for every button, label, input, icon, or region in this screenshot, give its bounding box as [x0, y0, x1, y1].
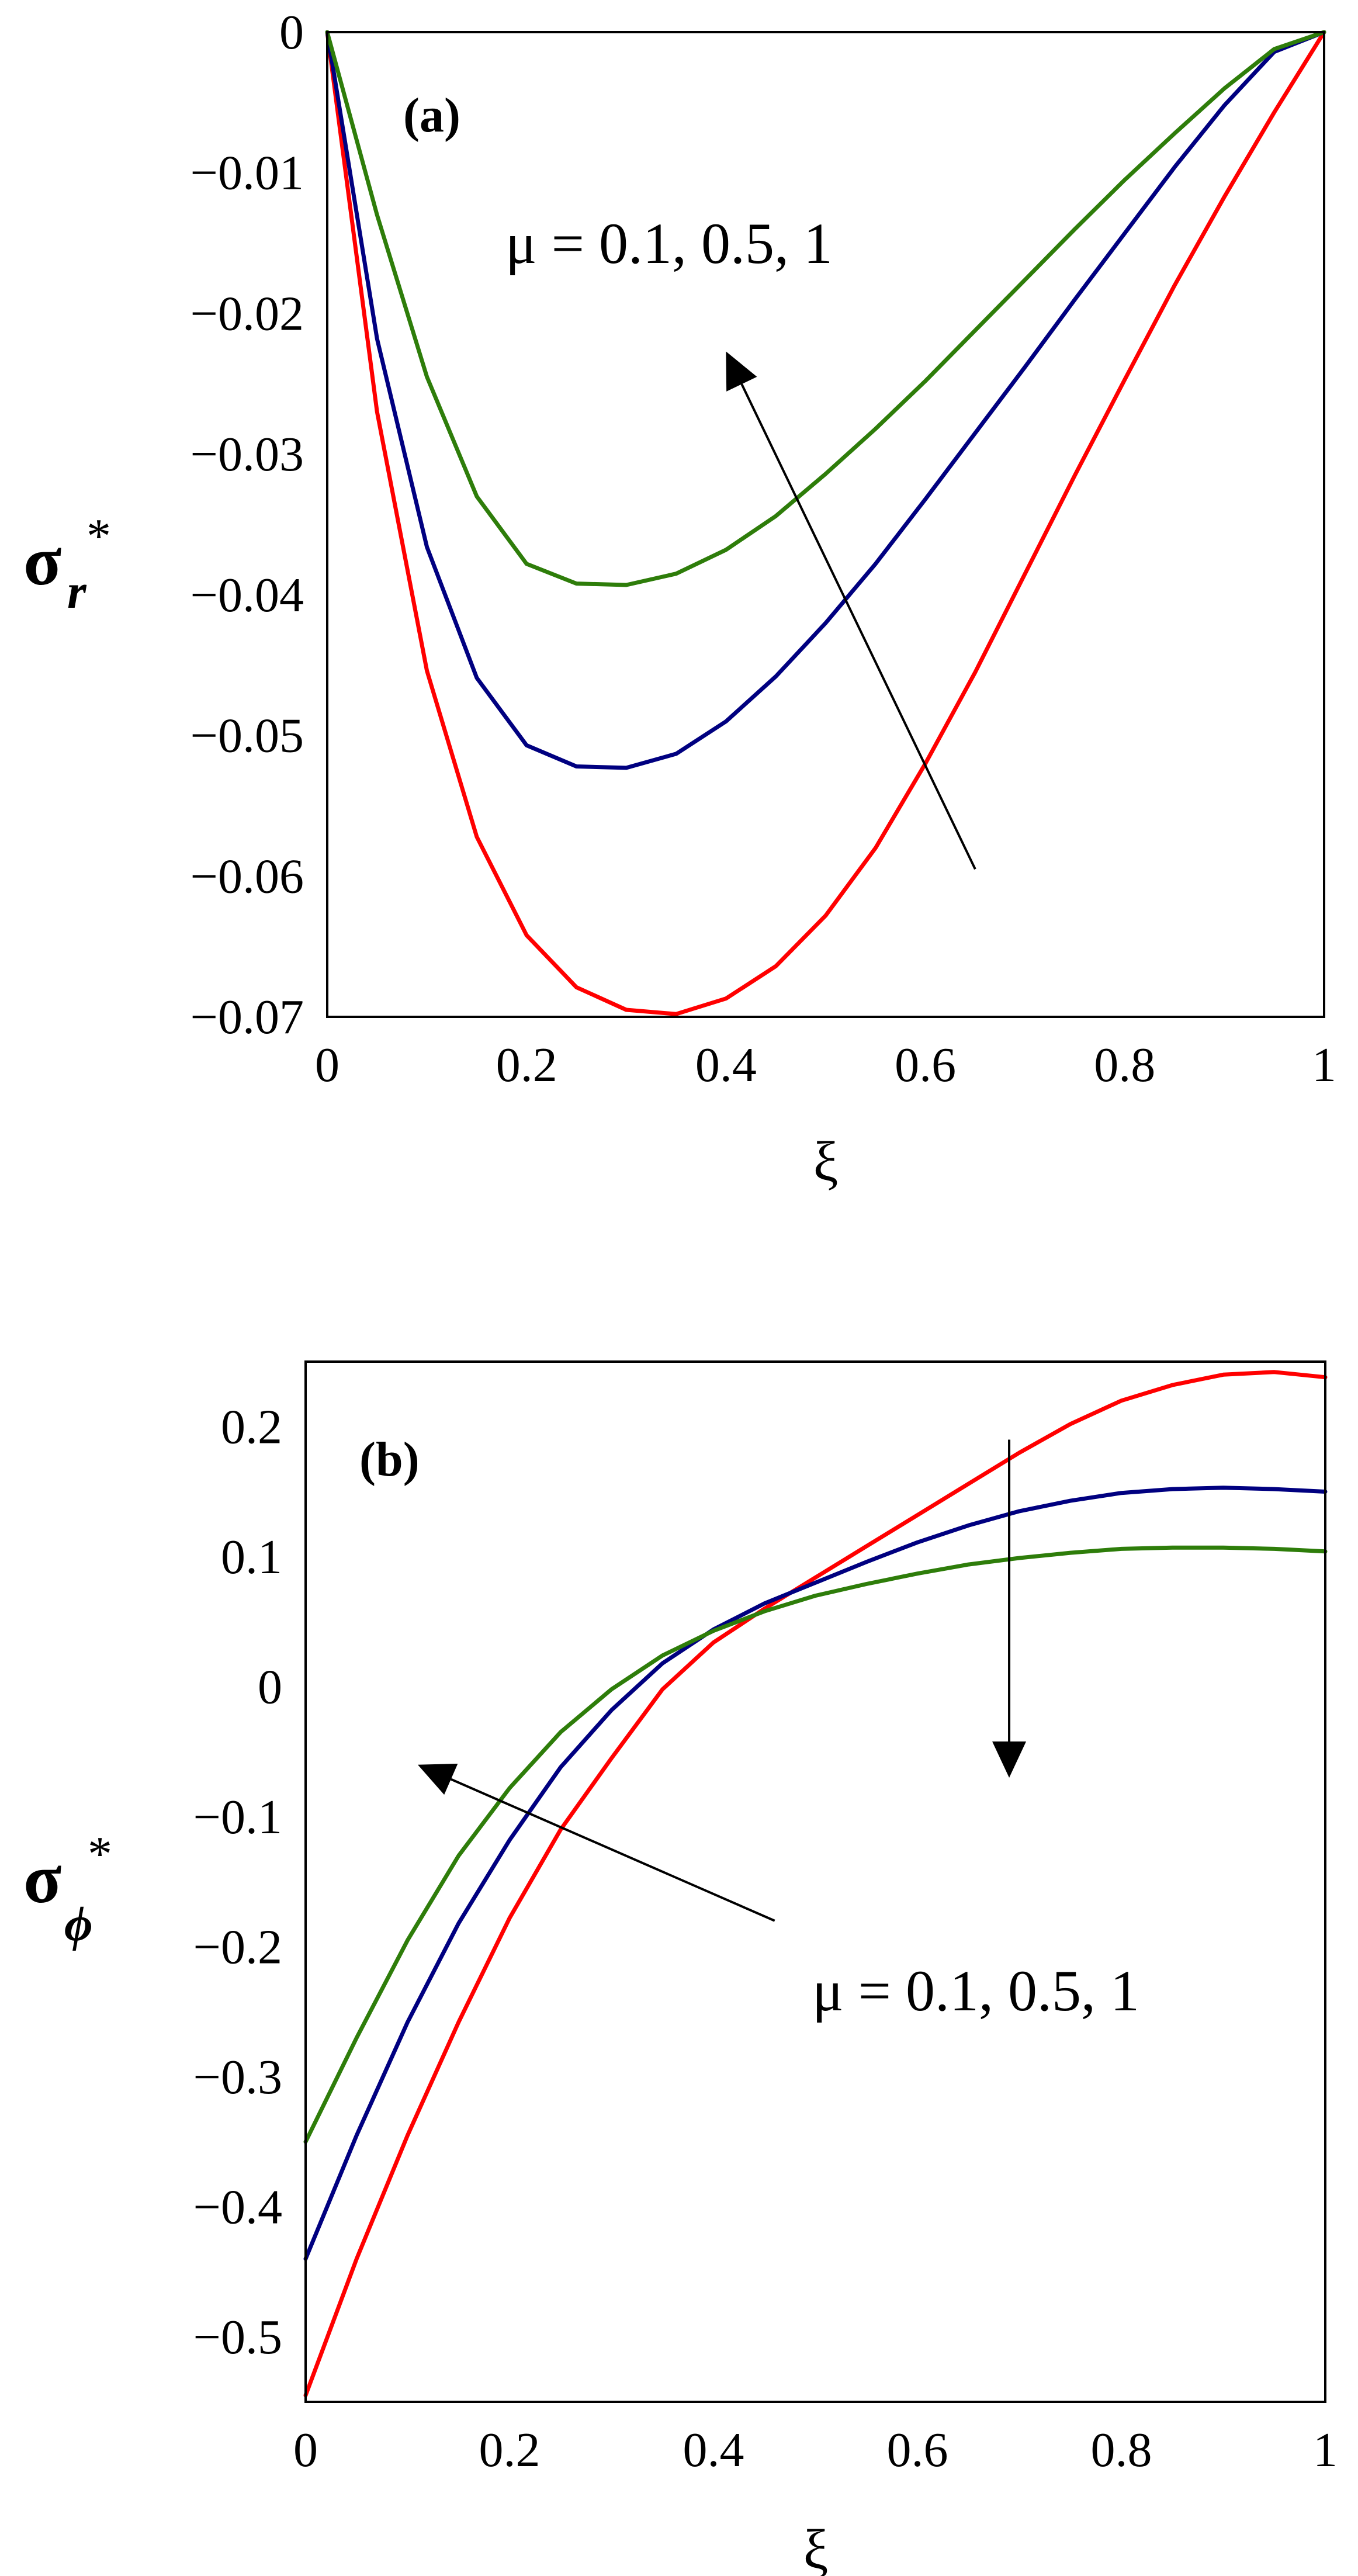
x-tick-label: 1: [1313, 2423, 1338, 2477]
x-ticks: 0 0.2 0.4 0.6 0.8 1: [293, 2423, 1338, 2477]
series-line-3: [303, 1545, 1328, 2144]
x-axis-label: ξ: [803, 2518, 829, 2576]
y-tick-label: −0.03: [190, 427, 304, 482]
y-axis-label: σ r *: [23, 509, 111, 619]
x-ticks: 0 0.2 0.4 0.6 0.8 1: [315, 1038, 1336, 1092]
x-tick-label: 0.6: [887, 2423, 948, 2477]
y-axis-label: σ ϕ *: [23, 1827, 112, 1951]
chart-b: 0 0.2 0.4 0.6 0.8 1 0.2 0.1 0 −0.1 −0.2 −0.3 −0.4 −0…: [23, 1360, 1338, 2576]
y-tick-label: 0: [279, 5, 304, 60]
y-tick-label: 0.2: [221, 1400, 282, 1454]
y-axis-label-subscript: ϕ: [64, 1897, 93, 1951]
x-tick-label: 0.2: [496, 1038, 557, 1092]
mu-annotation: μ = 0.1, 0.5, 1: [812, 1958, 1139, 2023]
direction-arrow-head: [992, 1741, 1027, 1778]
arrow-group: [726, 351, 976, 870]
y-tick-label: 0: [258, 1660, 282, 1714]
x-tick-label: 0.6: [895, 1038, 956, 1092]
y-tick-label: −0.07: [190, 990, 304, 1044]
y-tick-label: −0.06: [190, 849, 304, 903]
y-tick-label: −0.05: [190, 709, 304, 763]
y-ticks: 0.2 0.1 0 −0.1 −0.2 −0.3 −0.4 −0.5: [193, 1400, 282, 2364]
y-ticks: 0 −0.01 −0.02 −0.03 −0.04 −0.05 −0.06 −0.07: [190, 5, 304, 1044]
series-line-1: [325, 30, 1326, 1016]
x-tick-label: 0.8: [1091, 2423, 1152, 2477]
x-tick-label: 1: [1312, 1038, 1336, 1092]
x-tick-label: 0: [293, 2423, 318, 2477]
y-tick-label: −0.3: [193, 2050, 282, 2104]
x-tick-label: 0: [315, 1038, 340, 1092]
series-line-1: [303, 1370, 1328, 2398]
x-tick-label: 0.8: [1094, 1038, 1155, 1092]
mu-annotation: μ = 0.1, 0.5, 1: [505, 211, 833, 276]
y-axis-label-superscript: *: [88, 1827, 112, 1881]
arrow-group: [417, 1439, 1027, 1922]
panel-label: (a): [403, 88, 460, 143]
direction-arrow-shaft: [450, 1778, 775, 1922]
y-tick-label: −0.01: [190, 146, 304, 200]
y-tick-label: −0.2: [193, 1920, 282, 1974]
series-line-2: [325, 30, 1326, 770]
y-axis-label-sigma: σ: [23, 522, 61, 600]
series-line-3: [325, 30, 1326, 587]
y-tick-label: −0.04: [190, 568, 304, 622]
plot-frame: [326, 31, 1325, 1018]
y-tick-label: −0.4: [193, 2180, 282, 2234]
chart-a: 0 0.2 0.4 0.6 0.8 1 0 −0.01 −0.02 −0.03 −0.04 −0.0…: [23, 5, 1336, 1193]
y-axis-label-sigma: σ: [23, 1840, 61, 1917]
direction-arrow-shaft: [740, 383, 976, 870]
series-line-2: [303, 1486, 1328, 2261]
panel-label: (b): [359, 1432, 420, 1487]
plot-frame: [304, 1360, 1326, 2403]
x-tick-label: 0.4: [683, 2423, 744, 2477]
direction-arrow-head: [417, 1764, 458, 1795]
y-axis-label-superscript: *: [86, 509, 111, 563]
x-axis-label: ξ: [813, 1130, 839, 1193]
y-tick-label: 0.1: [221, 1530, 282, 1584]
direction-arrow-head: [726, 351, 757, 392]
y-tick-label: −0.02: [190, 286, 304, 341]
y-axis-label-subscript: r: [67, 565, 87, 619]
x-tick-label: 0.4: [695, 1038, 757, 1092]
y-tick-label: −0.5: [193, 2310, 282, 2364]
x-tick-label: 0.2: [479, 2423, 541, 2477]
series-group: [303, 1370, 1328, 2398]
series-group: [325, 30, 1326, 1016]
y-tick-label: −0.1: [193, 1790, 282, 1844]
